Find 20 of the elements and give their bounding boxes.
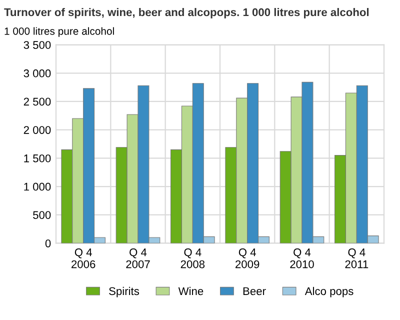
legend-label: Beer	[243, 287, 266, 296]
x-tick-label: Q 4 2007	[126, 248, 150, 268]
x-tick-label: Q 4 2011	[345, 248, 368, 268]
y-tick-label: 1 000	[24, 182, 51, 191]
x-tick-label: Q 4 2009	[236, 248, 260, 268]
y-tick-label: 2 000	[24, 126, 51, 134]
x-tick-label: Q 4 2008	[180, 248, 205, 268]
legend-label: Spirits	[109, 286, 140, 298]
legend-label: Wine	[178, 286, 204, 296]
y-tick-label: 500	[33, 211, 51, 219]
x-tick-label: Q 4 2010	[290, 248, 314, 268]
y-tick-label: 0	[45, 239, 51, 248]
x-tick-label: Q 4 2006	[72, 248, 96, 268]
y-tick-label: 1 500	[24, 154, 51, 162]
legend-label: Alco pops	[304, 286, 354, 298]
y-axis-title: 1 000 litres pure alcohol	[4, 27, 114, 37]
y-tick-label: 3 000	[24, 69, 51, 78]
y-tick-label: 2 500	[24, 98, 51, 106]
chart-title: Turnover of spirits, wine, beer and alcopops. 1 000 litres pure alcohol	[4, 8, 369, 18]
y-tick-label: 3 500	[24, 41, 51, 49]
